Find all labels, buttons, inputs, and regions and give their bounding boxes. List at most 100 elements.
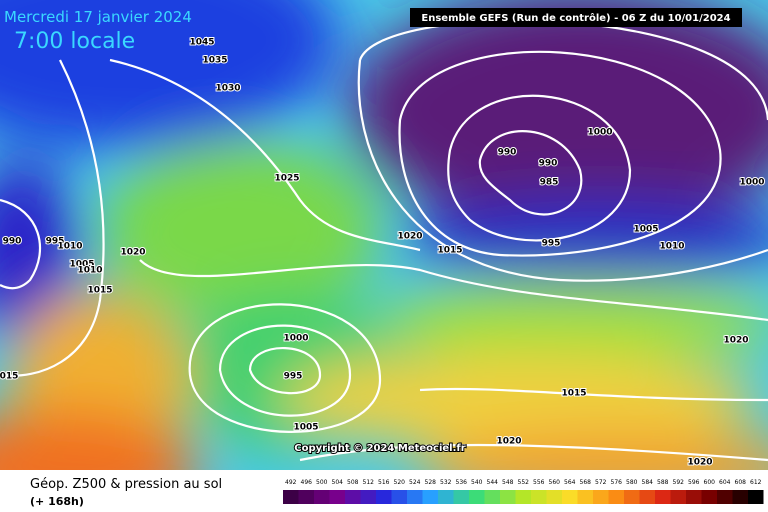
scale-cell — [639, 490, 655, 504]
isobar-label: 1015 — [87, 286, 112, 296]
scale-cell — [748, 490, 764, 504]
isobar-label: 1015 — [437, 246, 462, 256]
scale-cell — [686, 490, 702, 504]
map-time: 7:00 locale — [14, 29, 135, 54]
scale-label: 596 — [688, 479, 700, 486]
scale-label: 612 — [750, 479, 762, 486]
isobar-label: 1025 — [274, 174, 299, 184]
scale-label: 504 — [332, 479, 344, 486]
scale-cell — [515, 490, 531, 504]
scale-cell — [655, 490, 671, 504]
scale-label: 592 — [673, 479, 685, 486]
isobar-label: 1000 — [587, 128, 612, 138]
isobar-label: 1020 — [723, 336, 748, 346]
isobar-label: 995 — [46, 237, 65, 247]
scale-cell — [484, 490, 500, 504]
scale-label: 536 — [456, 479, 468, 486]
scale-cell — [391, 490, 407, 504]
scale-label: 556 — [533, 479, 545, 486]
scale-label: 572 — [595, 479, 607, 486]
scale-cell — [608, 490, 624, 504]
scale-cell — [732, 490, 748, 504]
scale-label: 564 — [564, 479, 576, 486]
scale-label: 588 — [657, 479, 669, 486]
scale-cell — [701, 490, 717, 504]
scale-label: 584 — [642, 479, 654, 486]
header-text: Ensemble GEFS (Run de contrôle) - 06 Z d… — [421, 12, 730, 24]
isobar-label: 990 — [3, 237, 22, 247]
scale-cell — [407, 490, 423, 504]
isobar-label: 1020 — [397, 232, 422, 242]
header-box — [410, 8, 742, 27]
scale-label: 532 — [440, 479, 452, 486]
isobar-label: 1010 — [77, 266, 102, 276]
scale-label: 560 — [549, 479, 561, 486]
isobar-label: 995 — [284, 372, 303, 382]
isobar-label: 1015 — [561, 389, 586, 399]
scale-label: 520 — [394, 479, 406, 486]
scale-cell — [670, 490, 686, 504]
isobar-label: 1005 — [633, 225, 658, 235]
isobar-label: 015 — [0, 372, 18, 382]
scale-cell — [453, 490, 469, 504]
color-scale: 492 496 500 504 508 512 516 520 524 528 532 536 540 5… — [283, 479, 764, 504]
isobar-label: 1020 — [496, 437, 521, 447]
isobar-label: 1035 — [202, 56, 227, 66]
scale-cell — [593, 490, 609, 504]
isobar-label: 1005 — [293, 423, 318, 433]
scale-label: 540 — [471, 479, 483, 486]
scale-label: 568 — [580, 479, 592, 486]
footer-lead: (+ 168h) — [30, 495, 84, 508]
isobar-labels: 1045 1035 1030 1025 1020 1015 990 990 985 995 1000… — [0, 37, 766, 469]
footer-title: Géop. Z500 & pression au sol — [30, 477, 222, 492]
isobar-label: 1030 — [215, 84, 240, 94]
scale-cell — [577, 490, 593, 504]
scale-label: 604 — [719, 479, 731, 486]
scale-cell — [438, 490, 454, 504]
scale-label: 608 — [735, 479, 747, 486]
scale-cell — [376, 490, 392, 504]
scale-label: 516 — [378, 479, 390, 486]
scale-label: 544 — [487, 479, 499, 486]
scale-cell — [329, 490, 345, 504]
scale-label: 512 — [363, 479, 375, 486]
scale-label: 600 — [704, 479, 716, 486]
scale-cell — [531, 490, 547, 504]
scale-cell — [469, 490, 485, 504]
isobar-label: 1010 — [659, 242, 684, 252]
isobar-label: 1020 — [120, 248, 145, 258]
isobar-label: 1045 — [189, 38, 214, 48]
scale-cell — [562, 490, 578, 504]
isobar-label: 1000 — [739, 178, 764, 188]
scale-label: 576 — [611, 479, 623, 486]
scale-cell — [314, 490, 330, 504]
isobar-label: 985 — [540, 178, 559, 188]
scale-label: 492 — [285, 479, 297, 486]
scale-label: 508 — [347, 479, 359, 486]
isobar-label: 995 — [542, 239, 561, 249]
scale-label: 552 — [518, 479, 530, 486]
scale-cell — [298, 490, 314, 504]
scale-cell — [345, 490, 361, 504]
isobar-label: 1005 — [69, 260, 94, 270]
isobar-label: 1010 — [57, 242, 82, 252]
scale-cell — [422, 490, 438, 504]
isobar-label: 990 — [539, 159, 558, 169]
scale-cell — [500, 490, 516, 504]
isobar-label: 1000 — [283, 334, 308, 344]
scale-label: 548 — [502, 479, 514, 486]
scale-label: 496 — [301, 479, 313, 486]
scale-label: 580 — [626, 479, 638, 486]
scale-cell — [546, 490, 562, 504]
scale-label: 524 — [409, 479, 421, 486]
scale-cell — [360, 490, 376, 504]
scale-cell — [283, 490, 299, 504]
scale-label: 500 — [316, 479, 328, 486]
isobar-label: 1020 — [687, 458, 712, 468]
scale-cell — [717, 490, 733, 504]
map-title: Mercredi 17 janvier 2024 — [4, 8, 192, 26]
copyright: Copyright © 2024 Meteociel.fr — [294, 443, 465, 454]
isobar-label: 990 — [498, 148, 517, 158]
scale-label: 528 — [425, 479, 437, 486]
